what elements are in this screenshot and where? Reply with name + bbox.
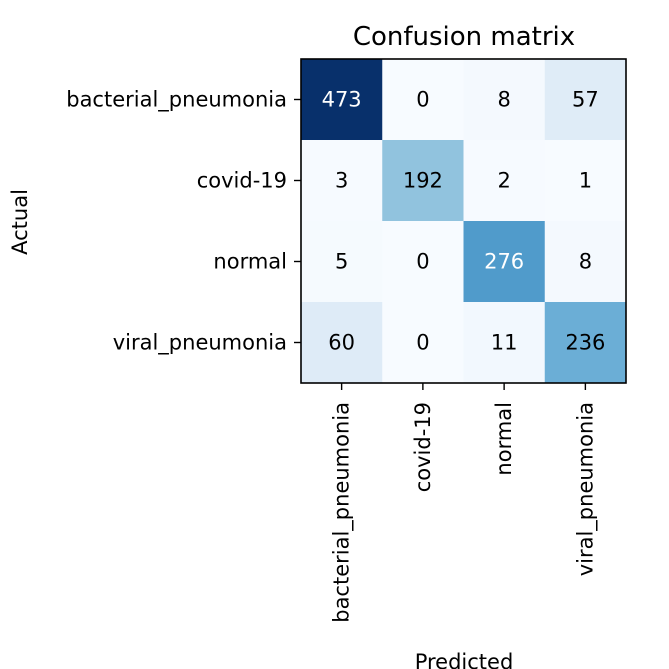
cell-value-label: 57: [572, 88, 599, 112]
y-axis-label: Actual: [8, 189, 32, 255]
matrix-cells: [301, 59, 627, 384]
cell-value-label: 2: [497, 169, 510, 193]
matrix-cell-normal-viral-pneumonia: [544, 221, 627, 303]
cell-value-label: 473: [322, 88, 362, 112]
x-tick-label-normal: normal: [492, 402, 516, 476]
y-axis-ticks: bacterial_pneumonia covid-19 normal viral_p…: [66, 88, 301, 356]
cell-value-label: 8: [497, 88, 510, 112]
cell-value-label: 1: [579, 169, 592, 193]
cell-value-label: 276: [484, 250, 524, 274]
matrix-cell-covid-19-bacterial-pneumonia: [301, 140, 383, 222]
y-tick-label-normal: normal: [213, 250, 287, 274]
matrix-cell-normal-covid-19: [382, 221, 464, 303]
matrix-cell-covid-19-covid-19: [382, 140, 464, 222]
chart-title: Confusion matrix: [353, 22, 575, 52]
x-tick-label-covid-19: covid-19: [411, 402, 435, 492]
cell-value-label: 236: [565, 331, 605, 355]
matrix-cell-normal-normal: [463, 221, 546, 303]
y-tick-label-bacterial-pneumonia: bacterial_pneumonia: [66, 88, 287, 113]
matrix-cell-viral-pneumonia-viral-pneumonia: [544, 302, 627, 384]
cell-value-label: 8: [579, 250, 592, 274]
x-tick-label-viral-pneumonia: viral_pneumonia: [573, 402, 598, 576]
matrix-cell-bacterial-pneumonia-viral-pneumonia: [544, 59, 627, 141]
matrix-cell-viral-pneumonia-covid-19: [382, 302, 464, 384]
cell-value-label: 3: [335, 169, 348, 193]
matrix-cell-bacterial-pneumonia-normal: [463, 59, 546, 141]
cell-value-label: 0: [416, 331, 429, 355]
matrix-cell-viral-pneumonia-normal: [463, 302, 546, 384]
x-axis-label: Predicted: [415, 650, 514, 669]
matrix-cell-bacterial-pneumonia-bacterial-pneumonia: [301, 59, 383, 141]
y-tick-label-covid-19: covid-19: [197, 169, 287, 193]
matrix-cell-normal-bacterial-pneumonia: [301, 221, 383, 303]
cell-value-label: 192: [403, 169, 443, 193]
matrix-cell-covid-19-viral-pneumonia: [544, 140, 627, 222]
matrix-cell-covid-19-normal: [463, 140, 546, 222]
matrix-cell-viral-pneumonia-bacterial-pneumonia: [301, 302, 383, 384]
x-axis-ticks: bacterial_pneumonia covid-19 normal viral_p…: [330, 383, 598, 623]
y-tick-label-viral-pneumonia: viral_pneumonia: [113, 331, 287, 356]
cell-value-label: 11: [491, 331, 518, 355]
cell-value-label: 0: [416, 88, 429, 112]
cell-value-labels: 473 0 8 57 3 192 2 1 5 0 276 8 60 0 11 236: [322, 88, 606, 355]
cell-value-label: 0: [416, 250, 429, 274]
cell-value-label: 5: [335, 250, 348, 274]
matrix-cell-bacterial-pneumonia-covid-19: [382, 59, 464, 141]
x-tick-label-bacterial-pneumonia: bacterial_pneumonia: [330, 402, 355, 623]
cell-value-label: 60: [328, 331, 355, 355]
plot-frame: [300, 58, 627, 384]
